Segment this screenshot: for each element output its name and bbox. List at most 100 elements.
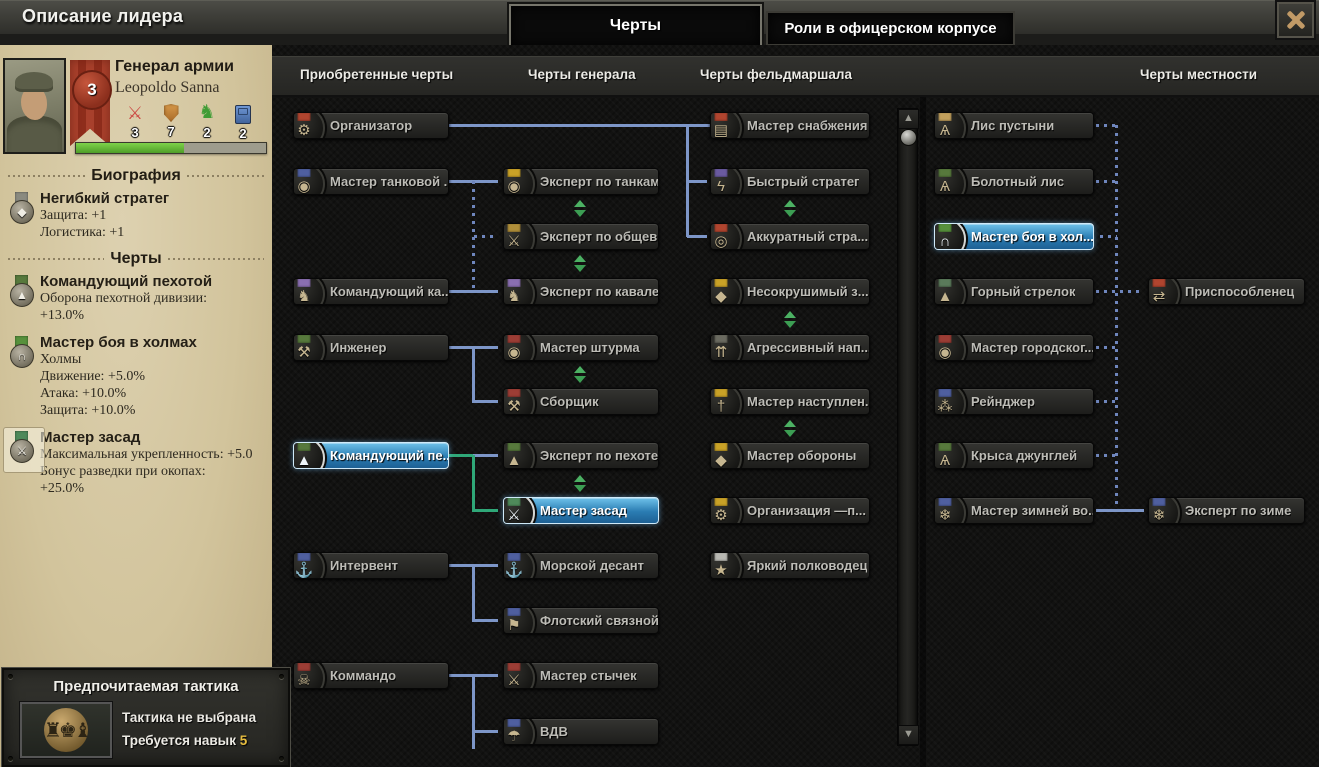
- trait-effect-line: Холмы: [40, 352, 82, 367]
- medal-emblem: ⚙: [297, 121, 311, 139]
- trait-node-label: Коммандо: [330, 668, 397, 683]
- medal-emblem: ⚒: [297, 343, 311, 361]
- trait-node-label: Эксперт по танкам: [540, 174, 658, 189]
- trait-node[interactable]: † Мастер наступлен...: [710, 388, 870, 415]
- trait-node[interactable]: ⚙ Организация —п...: [710, 497, 870, 524]
- trait-node[interactable]: ⁂ Рейнджер: [934, 388, 1094, 415]
- trait-node[interactable]: Ѧ Лис пустыни: [934, 112, 1094, 139]
- trait-node-label: Командующий ка...: [330, 284, 448, 299]
- winter-warfare-medal-icon: ❄: [935, 498, 966, 523]
- trait-node-label: Морской десант: [540, 558, 644, 573]
- trait-effect-line: Бонус разведки при окопах:: [40, 464, 206, 479]
- trait-node[interactable]: ⚓ Интервент: [293, 552, 449, 579]
- medal-emblem: ◉: [938, 343, 952, 361]
- tab-traits[interactable]: Черты: [507, 2, 764, 50]
- trait-node[interactable]: ◎ Аккуратный стра...: [710, 223, 870, 250]
- trait-node[interactable]: ▤ Мастер снабжения: [710, 112, 870, 139]
- shield-medal-icon: ◆: [9, 192, 35, 226]
- medal-emblem: ∩: [10, 344, 34, 368]
- tactic-skill-value: 5: [239, 733, 248, 748]
- tab-officer-roles[interactable]: Роли в офицерском корпусе: [766, 11, 1015, 46]
- trait-node[interactable]: ☂ ВДВ: [503, 718, 659, 745]
- medal-ribbon: [15, 336, 28, 346]
- tactic-header: Предпочитаемая тактика: [53, 678, 239, 695]
- trait-node[interactable]: ◉ Эксперт по танкам: [503, 168, 659, 195]
- trait-node[interactable]: ⇄ Приспособленец: [1148, 278, 1305, 305]
- preferred-tactic-panel: Предпочитаемая тактика ♜♚♝ Тактика не вы…: [2, 668, 290, 767]
- medal-emblem: ▲: [10, 283, 34, 307]
- trait-node[interactable]: ⚔ Мастер засад: [503, 497, 659, 524]
- tabs: Черты Роли в офицерском корпусе: [0, 0, 1319, 50]
- medal-ribbon: [507, 169, 521, 177]
- trait-node[interactable]: ♞ Командующий ка...: [293, 278, 449, 305]
- trait-node[interactable]: ◉ Мастер танковой ...: [293, 168, 449, 195]
- trait-item: ▲ Командующий пехотой Оборона пехотной див…: [0, 273, 272, 334]
- medal-ribbon: [507, 443, 521, 451]
- medal-emblem: ♞: [507, 287, 521, 305]
- trait-node[interactable]: ⚒ Инженер: [293, 334, 449, 361]
- trait-node-label: Быстрый стратег: [747, 174, 860, 189]
- shield-icon: [163, 104, 179, 122]
- trait-node-label: Лис пустыни: [971, 118, 1055, 133]
- trait-node[interactable]: ⇈ Агрессивный нап...: [710, 334, 870, 361]
- trait-node[interactable]: ∩ Мастер боя в хол...: [934, 223, 1094, 250]
- trait-node[interactable]: ❄ Эксперт по зиме: [1148, 497, 1305, 524]
- trait-node[interactable]: ♞ Эксперт по кавале...: [503, 278, 659, 305]
- trait-node[interactable]: ★ Яркий полководец: [710, 552, 870, 579]
- trait-node-label: Болотный лис: [971, 174, 1065, 189]
- trait-node-label: Агрессивный нап...: [747, 340, 869, 355]
- trait-node-label: Крыса джунглей: [971, 448, 1078, 463]
- medal-emblem: ⚔: [507, 671, 521, 689]
- biography-header-label: Биография: [91, 167, 181, 184]
- trait-node[interactable]: ⚙ Организатор: [293, 112, 449, 139]
- trait-node[interactable]: ◆ Мастер обороны: [710, 442, 870, 469]
- column-header-3: Черты местности: [1140, 67, 1258, 82]
- trait-node[interactable]: ◉ Мастер штурма: [503, 334, 659, 361]
- trait-node[interactable]: ⚑ Флотский связной: [503, 607, 659, 634]
- trait-node[interactable]: Ѧ Болотный лис: [934, 168, 1094, 195]
- medal-emblem: ◉: [507, 177, 521, 195]
- trait-node[interactable]: ▲ Эксперт по пехоте: [503, 442, 659, 469]
- medal-emblem: ⚔: [10, 439, 34, 463]
- trait-node-label: Инженер: [330, 340, 387, 355]
- trait-effect-line: Защита: +1: [40, 208, 107, 223]
- trait-node[interactable]: ▲ Командующий пе...: [293, 442, 449, 469]
- trait-node[interactable]: ☠ Коммандо: [293, 662, 449, 689]
- unyielding-defender-medal-icon: ◆: [711, 279, 742, 304]
- trait-node-label: Флотский связной: [540, 613, 658, 628]
- leader-stats: ⚔ 3 7 ♞ 2 2: [122, 103, 252, 149]
- trait-node[interactable]: ⚔ Мастер стычек: [503, 662, 659, 689]
- medal-ribbon: [714, 113, 728, 121]
- trait-node[interactable]: Ѧ Крыса джунглей: [934, 442, 1094, 469]
- adaptable-medal-icon: ⇄: [1149, 279, 1180, 304]
- trait-node[interactable]: ⚓ Морской десант: [503, 552, 659, 579]
- tactic-icon-frame[interactable]: ♜♚♝: [20, 702, 112, 758]
- chess-pieces-icon: ♜♚♝: [44, 708, 92, 752]
- trait-node[interactable]: ◆ Несокрушимый з...: [710, 278, 870, 305]
- trait-node[interactable]: ◉ Мастер городског...: [934, 334, 1094, 361]
- engineer-tools-medal-icon: ⚒: [294, 335, 325, 361]
- leader-sidebar: 3 Генерал армии Leopoldo Sanna ⚔ 3 7 ♞ 2 2 Би…: [0, 45, 290, 767]
- scrollbar-thumb[interactable]: [900, 129, 917, 146]
- scroll-down-button[interactable]: ▼: [898, 725, 919, 745]
- medal-ribbon: [714, 169, 728, 177]
- trait-node[interactable]: ⚒ Сборщик: [503, 388, 659, 415]
- scroll-up-button[interactable]: ▲: [898, 109, 919, 129]
- medal-ribbon: [938, 443, 952, 451]
- trait-node[interactable]: ❄ Мастер зимней во...: [934, 497, 1094, 524]
- trait-node-label: Организация —п...: [747, 503, 866, 518]
- medal-emblem: ❄: [1152, 506, 1166, 524]
- aggressive-attacker-medal-icon: ⇈: [711, 335, 742, 360]
- trait-node-label: Сборщик: [540, 394, 599, 409]
- medal-emblem: †: [716, 397, 726, 415]
- trait-node[interactable]: ϟ Быстрый стратег: [710, 168, 870, 195]
- medal-emblem: Ѧ: [939, 177, 951, 195]
- trait-node-label: ВДВ: [540, 724, 568, 739]
- infantry-helmet-medal-icon: ▲: [9, 275, 35, 309]
- medal-emblem: ⚙: [714, 506, 728, 524]
- tree-scrollbar[interactable]: ▲ ▼: [897, 108, 919, 746]
- close-button[interactable]: [1277, 2, 1314, 38]
- trait-node[interactable]: ⚔ Эксперт по общев...: [503, 223, 659, 250]
- trait-node[interactable]: ▲ Горный стрелок: [934, 278, 1094, 305]
- trait-node-label: Мастер обороны: [747, 448, 857, 463]
